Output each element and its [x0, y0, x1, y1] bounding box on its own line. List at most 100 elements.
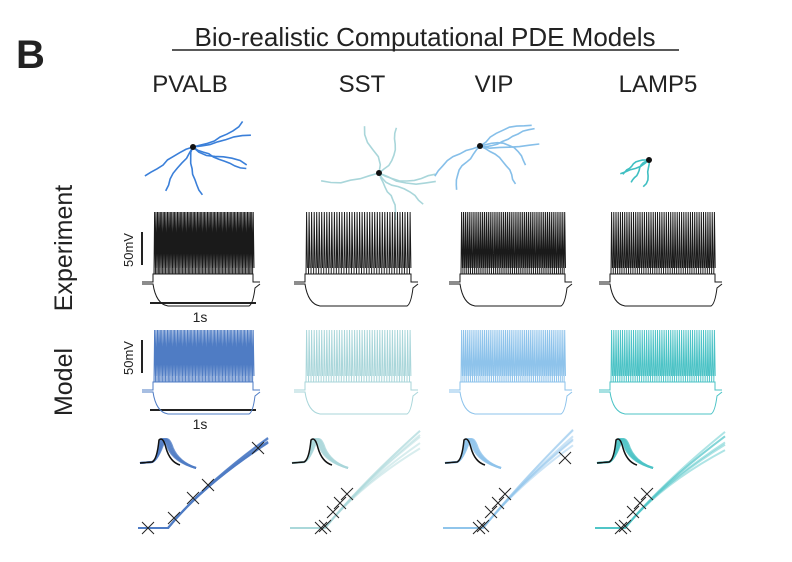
- dendrite: [164, 146, 194, 192]
- dendrite: [479, 143, 540, 150]
- experiment-fi-marker: [340, 487, 354, 501]
- time-scale-label-exp: 1s: [193, 309, 208, 325]
- experiment-fi-marker: [498, 487, 512, 501]
- spike-train: [610, 329, 716, 383]
- column-label: VIP: [475, 71, 514, 98]
- experiment-ap: [291, 438, 333, 466]
- dendrite: [455, 145, 481, 190]
- model-fi-line: [443, 444, 574, 529]
- spike-train: [610, 211, 716, 275]
- experiment-fi-marker: [201, 478, 215, 492]
- spike-train: [305, 329, 412, 383]
- model-ap: [444, 438, 502, 469]
- model-fi-line: [443, 428, 574, 529]
- baseline: [449, 273, 572, 283]
- experiment-fi-marker: [484, 505, 498, 519]
- spike-train: [153, 211, 255, 275]
- experiment-trace: [449, 211, 573, 307]
- baseline: [294, 381, 418, 391]
- neuron-morphology: [620, 157, 652, 188]
- model-fi-line: [595, 443, 726, 529]
- experiment-ap: [444, 438, 486, 466]
- experiment-fi-marker: [614, 521, 628, 535]
- column-pvalb: PVALB: [138, 71, 269, 535]
- time-scale-label-model: 1s: [193, 416, 208, 432]
- experiment-fi-marker: [558, 451, 572, 465]
- dendrite: [434, 145, 481, 177]
- experiment-fi-marker: [618, 519, 632, 533]
- experiment-fi-marker: [326, 505, 340, 519]
- dendrite: [189, 146, 204, 196]
- experiment-fi-marker: [251, 441, 265, 455]
- model-ap: [291, 438, 349, 469]
- experiment-ap: [139, 438, 181, 466]
- dendrite: [192, 146, 247, 170]
- experiment-fi-marker: [472, 521, 486, 535]
- dendrite: [630, 159, 650, 183]
- baseline: [142, 273, 260, 283]
- model-fi-line: [290, 436, 421, 529]
- column-vip: VIP: [434, 71, 574, 535]
- spike-train: [153, 329, 255, 383]
- dendrite: [192, 134, 251, 148]
- neuron-morphology: [144, 120, 251, 196]
- model-fi-line: [595, 441, 726, 529]
- model-ap: [596, 438, 654, 469]
- experiment-fi-marker: [333, 496, 347, 510]
- experiment-fi-marker: [476, 519, 490, 533]
- hyperpolarizing-trace: [599, 391, 723, 415]
- dendrite: [479, 141, 527, 166]
- spike-train: [305, 211, 412, 275]
- model-trace: [449, 329, 573, 415]
- dendrite: [192, 146, 248, 166]
- hyperpolarizing-trace: [599, 283, 723, 307]
- experiment-fi-marker: [314, 521, 328, 535]
- fi-curve: [595, 431, 726, 535]
- experiment-ap: [596, 438, 638, 466]
- model-fi-line: [595, 435, 726, 529]
- column-label: LAMP5: [619, 71, 698, 98]
- experiment-fi-marker: [640, 487, 654, 501]
- fi-curve: [290, 429, 421, 535]
- model-fi-line: [443, 429, 574, 529]
- neuron-morphology: [434, 124, 540, 190]
- column-label: PVALB: [152, 71, 228, 98]
- ap-waveform-inset: [291, 438, 349, 469]
- fi-curve: [443, 428, 574, 535]
- hyperpolarizing-trace: [449, 391, 573, 415]
- column-lamp5: LAMP5: [595, 71, 726, 535]
- baseline: [142, 381, 260, 391]
- model-ap: [139, 438, 197, 469]
- row-label-experiment: Experiment: [50, 185, 78, 311]
- experiment-trace: [294, 211, 419, 307]
- model-trace: [599, 329, 723, 415]
- model-fi-line: [290, 442, 421, 529]
- hyperpolarizing-trace: [294, 391, 419, 415]
- hyperpolarizing-trace: [449, 283, 573, 307]
- model-fi-line: [595, 431, 726, 529]
- dendrite: [378, 172, 436, 186]
- hyperpolarizing-trace: [142, 391, 261, 415]
- dendrite: [378, 172, 397, 221]
- experiment-fi-marker: [318, 519, 332, 533]
- figure-title: Bio-realistic Computational PDE Models: [195, 22, 656, 52]
- dendrite: [363, 126, 382, 174]
- dendrite: [144, 146, 194, 177]
- experiment-fi-marker: [186, 491, 200, 505]
- dendrite: [479, 124, 532, 147]
- hyperpolarizing-trace: [142, 283, 261, 307]
- dendrite: [320, 172, 380, 184]
- ap-waveform-inset: [596, 438, 654, 469]
- model-fi-line: [290, 434, 421, 529]
- model-fi-line: [290, 430, 421, 529]
- experiment-fi-marker: [491, 496, 505, 510]
- experiment-fi-marker: [141, 521, 155, 535]
- dendrite: [192, 120, 244, 148]
- dendrite: [479, 145, 517, 185]
- hyperpolarizing-trace: [294, 283, 419, 307]
- dendrite: [479, 127, 535, 148]
- panel-label: B: [16, 33, 45, 77]
- spike-train: [460, 211, 566, 275]
- soma: [376, 170, 382, 176]
